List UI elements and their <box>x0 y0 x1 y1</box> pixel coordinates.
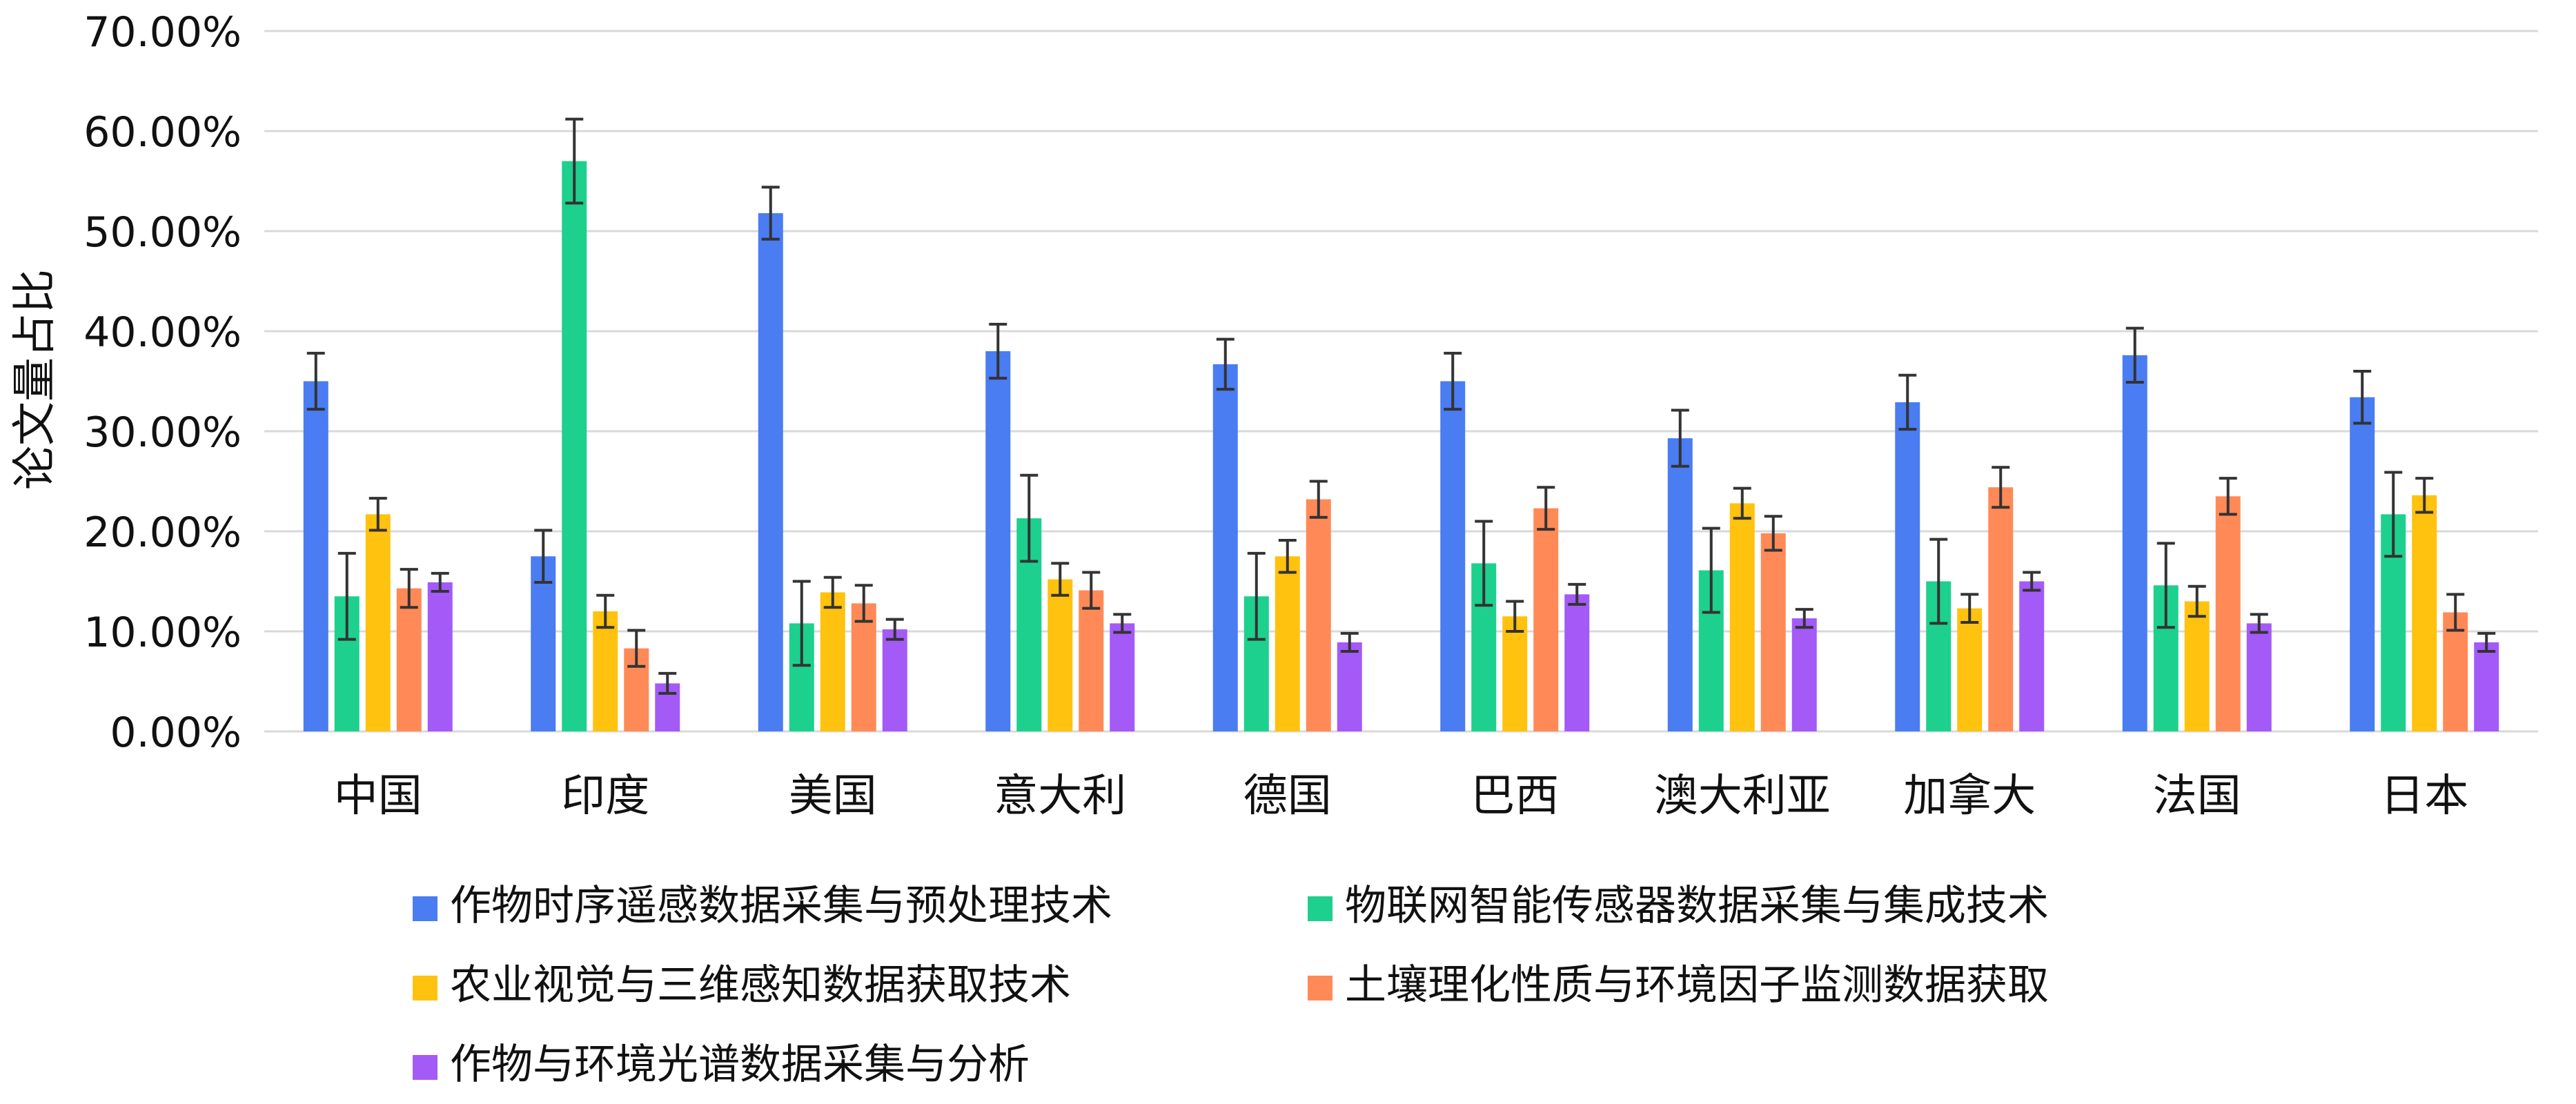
bar <box>1988 487 2014 731</box>
x-tick-labels: 中国 印度 美国 意大利 德国 巴西 澳大利亚 加拿大 法国 日本 <box>334 771 2469 822</box>
x-tick-label: 德国 <box>1243 771 1332 822</box>
x-tick-label: 日本 <box>2380 771 2468 822</box>
legend-swatch <box>413 976 437 1000</box>
bar <box>882 629 907 731</box>
y-tick-label: 0.00% <box>110 709 242 757</box>
bar <box>562 161 587 731</box>
bar <box>851 603 876 731</box>
y-tick-label: 40.00% <box>83 308 242 357</box>
bar <box>1337 642 1362 731</box>
bar <box>1079 590 1104 731</box>
x-tick-label: 巴西 <box>1471 771 1559 822</box>
bar <box>2019 581 2045 731</box>
bar <box>2215 496 2241 731</box>
bar <box>2350 397 2375 731</box>
legend: 作物时序遥感数据采集与预处理技术 物联网智能传感器数据采集与集成技术农业视觉与三维… <box>413 882 2049 1089</box>
x-tick-label: 法国 <box>2153 771 2241 822</box>
bar <box>2443 612 2468 731</box>
bar <box>303 381 328 731</box>
legend-swatch <box>413 896 437 921</box>
x-tick-label: 加拿大 <box>1903 771 2036 822</box>
bar <box>427 582 453 731</box>
y-tick-label: 50.00% <box>83 208 242 257</box>
y-tick-label: 10.00% <box>83 609 242 657</box>
x-tick-label: 印度 <box>561 771 649 822</box>
bars <box>303 117 2499 731</box>
bar <box>1275 556 1300 731</box>
bar <box>2122 355 2147 731</box>
legend-swatch <box>1308 976 1333 1000</box>
x-tick-label: 美国 <box>789 771 877 822</box>
x-tick-label: 中国 <box>334 771 422 822</box>
legend-label: 农业视觉与三维感知数据获取技术 <box>450 961 1071 1009</box>
bar <box>1895 402 1920 731</box>
bar <box>1440 381 1466 731</box>
legend-swatch <box>413 1055 437 1080</box>
bar <box>1760 533 1786 731</box>
bar <box>1957 608 1983 731</box>
bar <box>1110 623 1135 731</box>
bar <box>2184 601 2210 731</box>
bar <box>1729 503 1755 731</box>
y-tick-label: 60.00% <box>83 108 242 157</box>
bar <box>1306 499 1331 731</box>
bar <box>1212 364 1238 731</box>
bar <box>2412 495 2437 731</box>
bar <box>2246 623 2272 731</box>
bar <box>1533 508 1559 731</box>
y-tick-label: 70.00% <box>83 8 242 57</box>
x-tick-label: 澳大利亚 <box>1654 771 1831 822</box>
x-tick-label: 意大利 <box>994 771 1126 822</box>
legend-label: 作物与环境光谱数据采集与分析 <box>450 1041 1030 1089</box>
y-tick-label: 20.00% <box>83 509 242 557</box>
bar <box>758 213 783 731</box>
bar <box>1667 438 1693 731</box>
bar <box>1791 618 1817 731</box>
bar <box>531 556 556 731</box>
legend-label: 作物时序遥感数据采集与预处理技术 <box>450 882 1112 930</box>
bar <box>593 611 618 731</box>
bar <box>1564 594 1590 731</box>
legend-label: 土壤理化性质与环境因子监测数据获取 <box>1345 961 2049 1009</box>
legend-label: 物联网智能传感器数据采集与集成技术 <box>1345 882 2049 930</box>
bar <box>365 514 391 731</box>
legend-swatch <box>1308 896 1333 921</box>
y-tick-labels: 0.00% 10.00% 20.00% 30.00% 40.00% 50.00% 60.00… <box>83 8 242 757</box>
bar <box>396 588 422 731</box>
bar <box>1502 616 1528 731</box>
bar <box>2474 642 2499 731</box>
bar <box>985 351 1011 731</box>
bar <box>1048 579 1073 731</box>
y-tick-label: 30.00% <box>83 408 242 457</box>
bar <box>820 592 845 731</box>
y-axis-label: 论文量占比 <box>10 269 61 490</box>
